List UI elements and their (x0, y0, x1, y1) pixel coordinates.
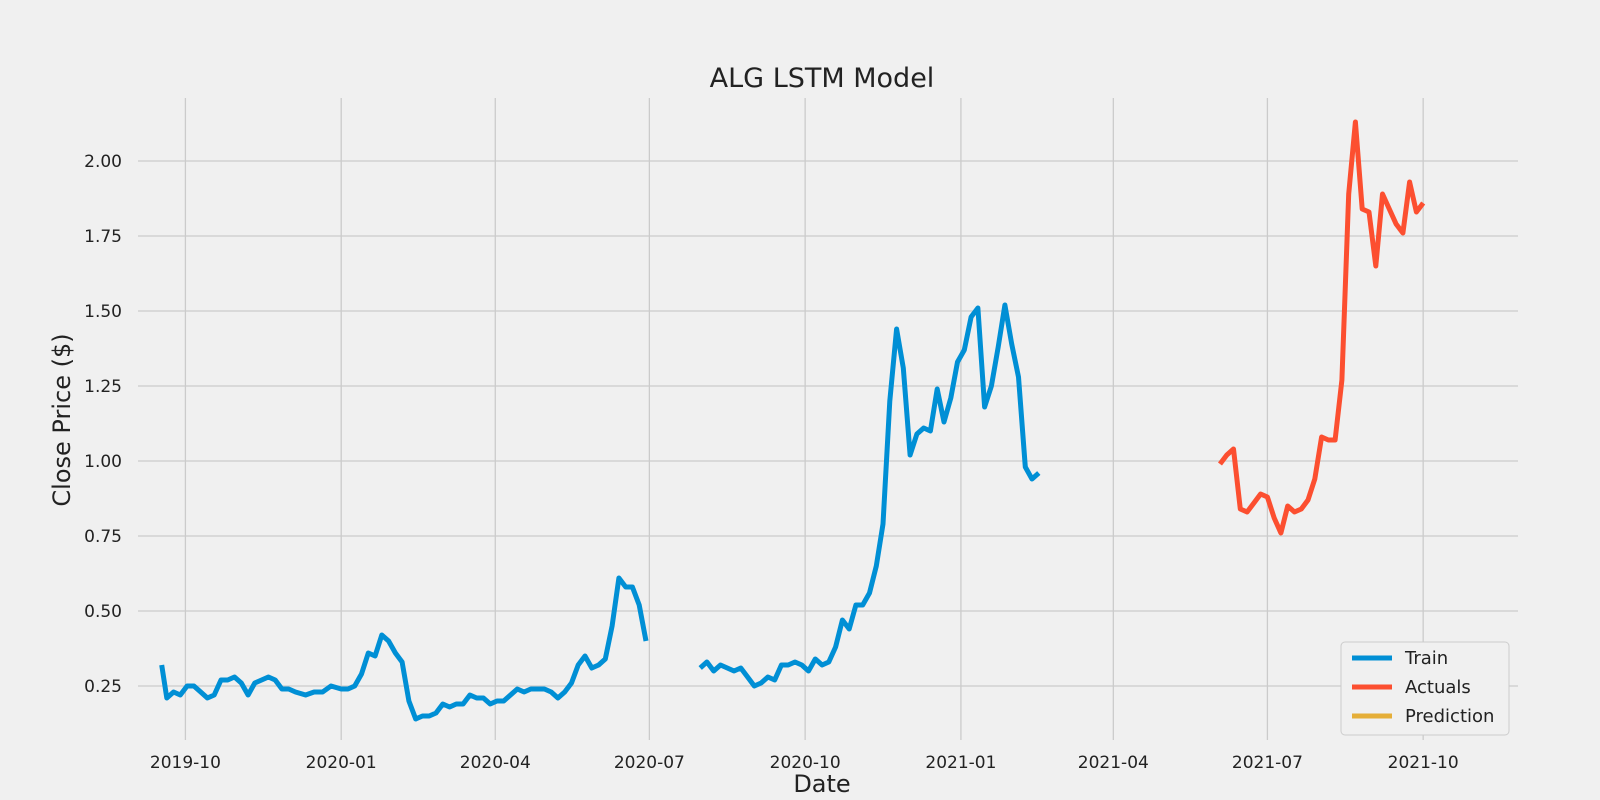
x-tick-label: 2019-10 (150, 753, 221, 773)
grid (138, 98, 1518, 740)
series-lines (159, 119, 1426, 722)
x-tick-label: 2021-07 (1232, 753, 1303, 773)
y-tick-label: 0.75 (84, 527, 122, 547)
y-tick-label: 2.00 (84, 152, 122, 172)
y-tick-label: 1.00 (84, 452, 122, 472)
legend: Train Actuals Prediction (1340, 641, 1510, 736)
y-tick-label: 0.25 (84, 677, 122, 697)
legend-label-actuals: Actuals (1405, 677, 1471, 698)
x-axis-ticks: 2019-10 2020-01 2020-04 2020-07 2020-10 2021-… (150, 753, 1459, 773)
x-tick-label: 2020-04 (460, 753, 531, 773)
x-tick-label: 2021-04 (1078, 753, 1149, 773)
y-tick-label: 1.50 (84, 302, 122, 322)
series-line-train (159, 575, 649, 722)
legend-label-train: Train (1404, 648, 1448, 669)
x-tick-label: 2021-10 (1388, 753, 1459, 773)
x-tick-label: 2020-07 (614, 753, 685, 773)
legend-box (1340, 641, 1510, 736)
y-tick-label: 1.25 (84, 377, 122, 397)
x-tick-label: 2020-10 (770, 753, 841, 773)
x-tick-label: 2020-01 (306, 753, 377, 773)
chart-title: ALG LSTM Model (710, 63, 935, 94)
y-axis-label: Close Price ($) (48, 333, 76, 506)
y-tick-label: 0.50 (84, 602, 122, 622)
y-tick-label: 1.75 (84, 227, 122, 247)
series-line-train (698, 302, 1041, 689)
x-axis-label: Date (793, 770, 850, 798)
series-line-actuals (1218, 119, 1426, 536)
legend-label-prediction: Prediction (1405, 706, 1494, 727)
x-tick-label: 2021-01 (925, 753, 996, 773)
y-axis-ticks: 0.25 0.50 0.75 1.00 1.25 1.50 1.75 2.00 (84, 152, 122, 697)
